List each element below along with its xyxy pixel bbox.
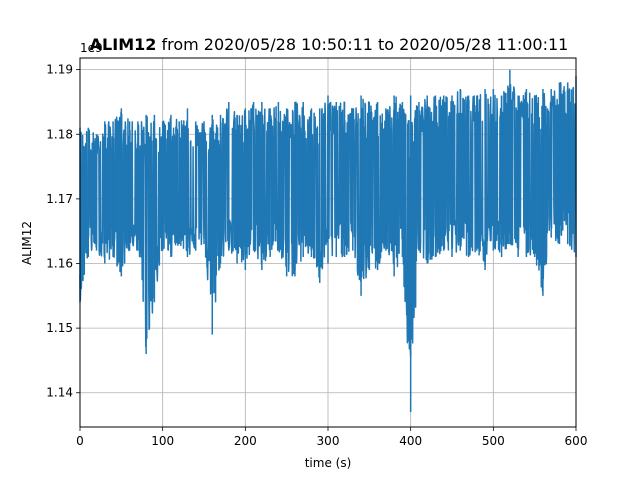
chart-title: ALIM12 from 2020/05/28 10:50:11 to 2020/… [90,35,569,54]
x-tick-label: 500 [482,434,505,448]
x-tick-label: 600 [565,434,588,448]
x-tick-label: 400 [399,434,422,448]
y-tick-label: 1.16 [46,257,73,271]
y-offset-label: 1e9 [80,41,103,55]
x-tick-label: 200 [234,434,257,448]
y-axis-label: ALIM12 [20,221,34,265]
x-tick-label: 300 [317,434,340,448]
y-tick-label: 1.17 [46,192,73,206]
data-series [79,69,577,413]
x-tick-label: 0 [76,434,84,448]
y-axis: 1.14 1.15 1.16 1.17 1.18 1.19 [46,63,80,400]
y-tick-label: 1.15 [46,321,73,335]
x-axis-label: time (s) [305,456,352,470]
y-tick-label: 1.18 [46,127,73,141]
y-tick-label: 1.19 [46,63,73,77]
x-axis: 0 100 200 300 400 500 600 [76,427,587,448]
chart-title-rest: from 2020/05/28 10:50:11 to 2020/05/28 1… [156,35,568,54]
x-tick-label: 100 [151,434,174,448]
y-tick-label: 1.14 [46,386,73,400]
chart-title-bold: ALIM12 [90,35,157,54]
